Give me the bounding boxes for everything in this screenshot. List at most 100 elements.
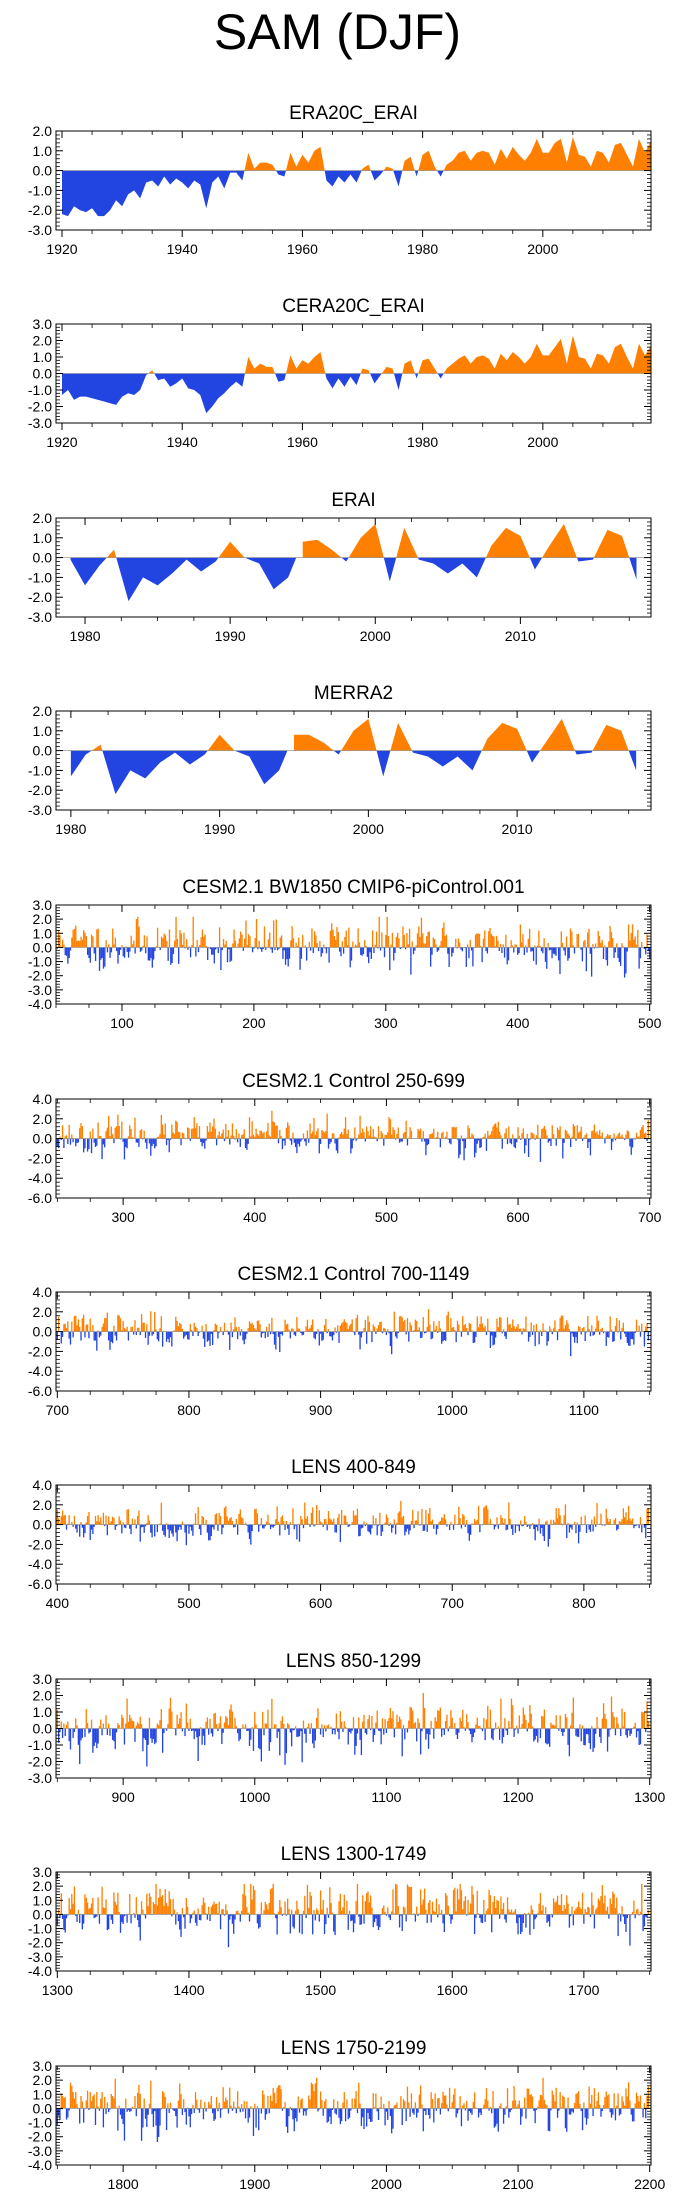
bar <box>276 1125 278 1139</box>
bar <box>451 1127 453 1139</box>
bar <box>138 1510 140 1525</box>
bar <box>479 1914 481 1918</box>
bar <box>462 2105 464 2109</box>
bar <box>568 1524 571 1533</box>
bar <box>621 2096 623 2109</box>
bar <box>497 2108 499 2132</box>
bar <box>304 1138 306 1142</box>
bar <box>539 1138 542 1162</box>
bar <box>538 1518 540 1525</box>
bar <box>219 1136 222 1139</box>
bar <box>552 1519 555 1525</box>
bar <box>315 2077 318 2109</box>
positive-area <box>91 718 629 751</box>
bar <box>352 1510 355 1525</box>
bar <box>81 1318 83 1332</box>
bar <box>105 2108 107 2115</box>
bar <box>368 2108 370 2120</box>
bar <box>192 916 194 948</box>
bar <box>624 1517 626 1525</box>
bar <box>311 928 313 948</box>
bar <box>258 940 260 948</box>
bar <box>364 1901 367 1915</box>
bar <box>326 1524 328 1531</box>
bar <box>557 947 560 961</box>
bar <box>359 1331 361 1350</box>
bar <box>211 2108 214 2114</box>
bar <box>211 1524 214 1528</box>
bar <box>251 1121 253 1139</box>
bar <box>447 1311 449 1332</box>
bar <box>109 1331 111 1350</box>
bar <box>268 1902 270 1915</box>
bar <box>425 1331 427 1333</box>
bar <box>334 1728 336 1735</box>
bar <box>329 2108 331 2117</box>
bar <box>620 947 622 966</box>
bar <box>330 1138 332 1142</box>
bar <box>139 2094 141 2109</box>
bar <box>502 1902 505 1915</box>
bar <box>517 1127 519 1139</box>
bar <box>284 1901 286 1915</box>
bar <box>347 1328 349 1332</box>
bar <box>179 1914 181 1930</box>
bar <box>114 1524 116 1530</box>
bar <box>119 1520 122 1525</box>
bar <box>218 1331 220 1333</box>
y-tick-label: -4.0 <box>28 1963 52 1979</box>
bar <box>122 947 124 957</box>
bar <box>72 1331 74 1338</box>
bar <box>372 1728 374 1743</box>
bar <box>255 1330 257 1332</box>
bar <box>159 1328 161 1332</box>
bar <box>138 1138 140 1147</box>
bar <box>489 927 491 948</box>
bar <box>639 947 642 959</box>
bar <box>244 938 246 948</box>
bar <box>504 1133 506 1139</box>
bar <box>308 1329 310 1332</box>
bar <box>350 1323 352 1332</box>
bar <box>354 944 357 948</box>
bar <box>75 1718 77 1729</box>
bar <box>180 1524 182 1530</box>
bar <box>423 1524 426 1531</box>
bar <box>77 1909 80 1915</box>
bar <box>429 1324 431 1332</box>
bar <box>559 1905 561 1915</box>
bar <box>329 930 332 948</box>
bar <box>552 1724 555 1729</box>
bar <box>211 1728 214 1737</box>
bar <box>506 1138 509 1145</box>
bar <box>310 1512 313 1525</box>
bar <box>473 1331 476 1343</box>
bar <box>439 1707 442 1729</box>
bar <box>542 2077 544 2109</box>
bar <box>68 947 70 959</box>
bar <box>608 941 610 948</box>
bar <box>161 1728 164 1753</box>
bar <box>425 1909 427 1915</box>
bar <box>206 1331 209 1342</box>
bar <box>127 1136 130 1139</box>
bar <box>239 1138 241 1147</box>
bar <box>355 1515 357 1525</box>
bar <box>247 1524 249 1533</box>
bar <box>61 1125 64 1139</box>
bar <box>97 1897 99 1915</box>
bar <box>189 1718 191 1729</box>
bar <box>333 1331 335 1336</box>
bar <box>96 2091 98 2109</box>
bar <box>517 947 519 955</box>
bar <box>246 1331 248 1334</box>
bar <box>89 1728 91 1733</box>
bar <box>365 945 367 948</box>
bar <box>86 1722 89 1729</box>
bar <box>337 1517 339 1525</box>
bar <box>385 2108 388 2112</box>
x-tick-label: 1800 <box>108 2176 139 2192</box>
bar <box>530 1905 532 1915</box>
bar <box>294 1331 297 1337</box>
bar <box>376 1710 378 1729</box>
